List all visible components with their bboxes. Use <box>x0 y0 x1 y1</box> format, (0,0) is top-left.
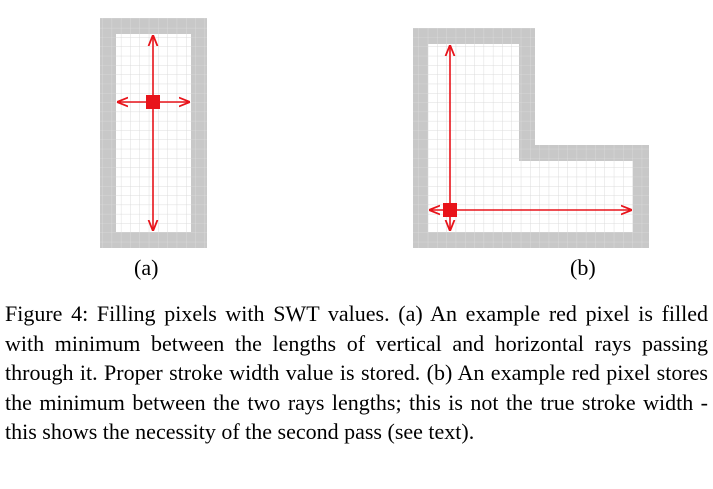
panel-a-red-pixel <box>146 95 160 109</box>
panel-b-label: (b) <box>570 255 596 280</box>
panel-b-red-pixel <box>443 203 457 217</box>
panel-b-pixel-grid <box>428 44 633 232</box>
figure-illustration <box>100 18 649 248</box>
panel-b-shape <box>413 28 649 248</box>
figure-panels: (a) (b) <box>100 18 649 280</box>
panel-a-shape <box>100 18 207 248</box>
panel-a-label: (a) <box>134 255 159 280</box>
figure-caption: Figure 4: Filling pixels with SWT values… <box>5 301 708 445</box>
